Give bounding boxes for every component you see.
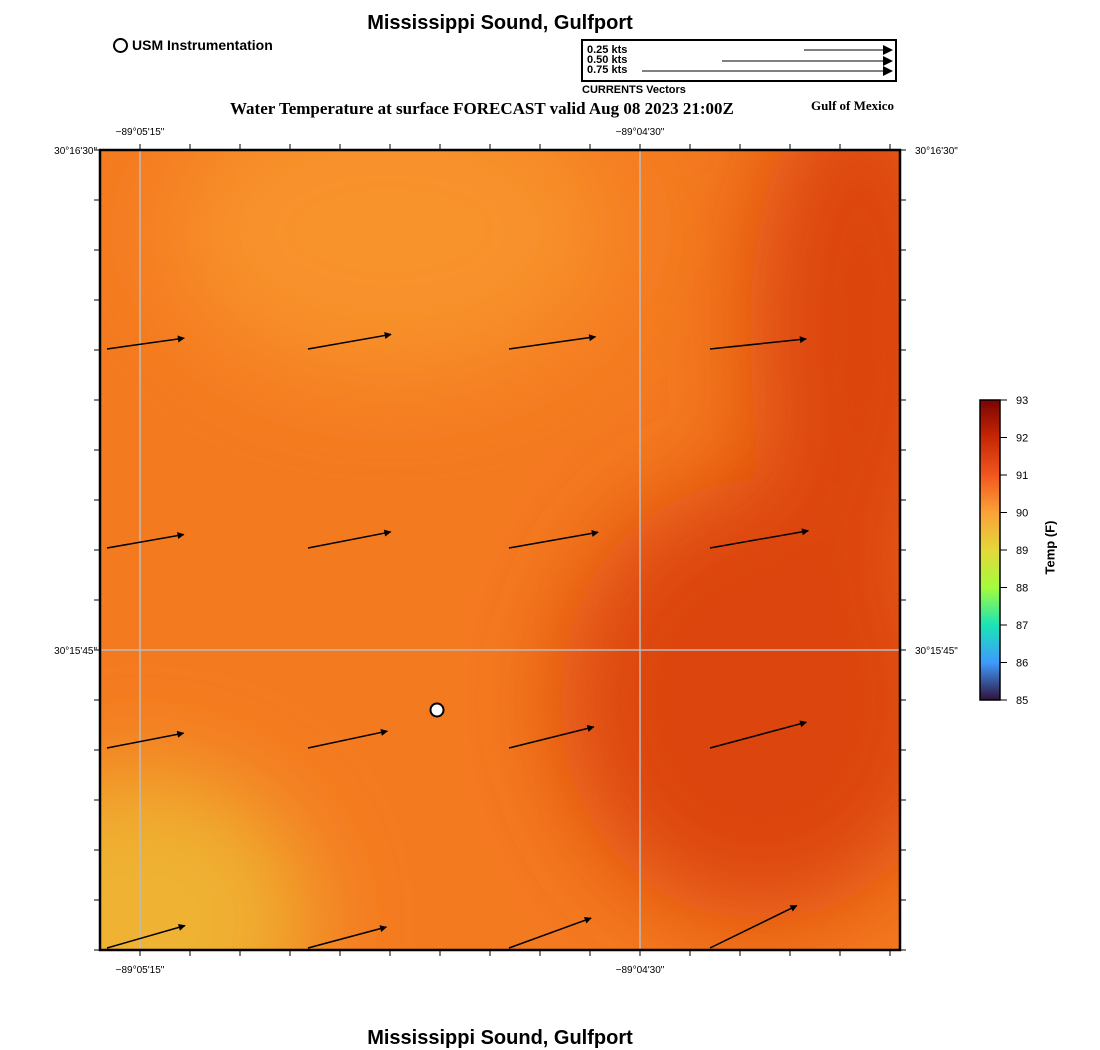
footer-title: Mississippi Sound, Gulfport: [367, 1027, 633, 1049]
map-subtitle: Water Temperature at surface FORECAST va…: [230, 99, 734, 118]
region-label: Gulf of Mexico: [811, 98, 895, 113]
current-vector: [307, 925, 388, 949]
lon-tick-label: −89°04'30": [616, 127, 665, 138]
lon-tick-label: −89°05'15": [116, 965, 165, 976]
lat-tick-label: 30°15'45": [54, 646, 97, 657]
usm-station-marker[interactable]: [429, 702, 445, 718]
current-vector: [709, 904, 798, 949]
colorbar-tick-label: 86: [1016, 658, 1028, 670]
station-legend-icon: [113, 37, 128, 53]
colorbar-tick-label: 92: [1016, 433, 1028, 445]
current-vector: [508, 725, 595, 749]
current-vector: [106, 532, 185, 549]
colorbar-tick-label: 89: [1016, 545, 1028, 557]
current-vector: [709, 528, 809, 549]
vector-scale-label: 0.50 kts: [587, 54, 628, 66]
colorbar-tick-label: 93: [1016, 395, 1028, 407]
frame-ticks: [94, 144, 906, 956]
current-vector: [508, 334, 597, 350]
colorbar-tick-label: 87: [1016, 620, 1028, 632]
vector-scale-label: 0.75 kts: [587, 64, 628, 76]
colorbar-tick-label: 85: [1016, 695, 1028, 707]
vector-scale-arrows: [642, 45, 893, 76]
colorbar-ticks: 93 92 91 90 89 88 87 86 85: [1000, 395, 1028, 707]
colorbar-ramp: [979, 399, 1001, 701]
current-vector: [307, 332, 392, 350]
vector-legend-caption: CURRENTS Vectors: [582, 84, 686, 96]
graticule: [100, 150, 900, 950]
current-vectors: [106, 332, 809, 949]
colorbar-title: Temp (F): [1042, 520, 1058, 575]
lat-tick-label: 30°15'45": [915, 646, 958, 657]
lon-tick-label: −89°04'30": [616, 965, 665, 976]
lat-tick-label: 30°16'30": [915, 146, 958, 157]
temperature-colorbar: 93 92 91 90 89 88 87 86 85: [979, 395, 1028, 707]
temperature-patch-light: [170, 150, 610, 380]
station-legend-label: USM Instrumentation: [132, 37, 273, 53]
current-vector: [508, 529, 599, 549]
colorbar-tick-label: 91: [1016, 470, 1028, 482]
temperature-patch-warm: [750, 150, 900, 590]
temperature-patch-cool: [100, 770, 310, 950]
lon-tick-label: −89°05'15": [116, 127, 165, 138]
colorbar-tick-label: 90: [1016, 508, 1028, 520]
current-vector: [307, 529, 392, 549]
current-vector: [508, 916, 592, 949]
lat-tick-label: 30°16'30": [54, 146, 97, 157]
vector-scale-label: 0.25 kts: [587, 44, 628, 56]
station-legend: USM Instrumentation: [113, 37, 273, 53]
current-vector: [709, 720, 808, 749]
current-vector: [106, 335, 185, 350]
temperature-patch-warm: [560, 480, 900, 920]
temperature-field: [100, 150, 900, 950]
colorbar-tick-label: 88: [1016, 583, 1028, 595]
current-vector: [106, 730, 185, 749]
current-vector: [106, 923, 186, 949]
current-vector: [709, 336, 807, 350]
current-vector: [307, 728, 388, 749]
map-title: Mississippi Sound, Gulfport: [367, 12, 633, 34]
